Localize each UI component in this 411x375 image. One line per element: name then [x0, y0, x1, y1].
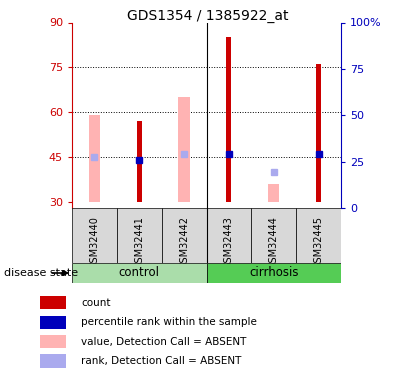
Text: percentile rank within the sample: percentile rank within the sample: [81, 317, 257, 327]
Text: GSM32443: GSM32443: [224, 216, 234, 269]
Bar: [162, 208, 206, 262]
Text: disease state: disease state: [4, 268, 78, 278]
Text: cirrhosis: cirrhosis: [249, 266, 298, 279]
Bar: [117, 208, 162, 262]
Bar: [296, 208, 341, 262]
Text: GSM32445: GSM32445: [314, 216, 324, 269]
Text: rank, Detection Call = ABSENT: rank, Detection Call = ABSENT: [81, 356, 241, 366]
Text: GSM32444: GSM32444: [269, 216, 279, 269]
Bar: [226, 38, 231, 202]
Bar: [206, 262, 341, 283]
Bar: [72, 208, 117, 262]
Text: GSM32442: GSM32442: [179, 216, 189, 269]
Bar: [40, 335, 66, 348]
Bar: [137, 121, 142, 202]
Bar: [40, 315, 66, 329]
Bar: [72, 262, 206, 283]
Bar: [40, 354, 66, 368]
Text: GSM32441: GSM32441: [134, 216, 144, 269]
Bar: [268, 184, 279, 202]
Bar: [178, 98, 190, 202]
Text: value, Detection Call = ABSENT: value, Detection Call = ABSENT: [81, 336, 246, 346]
Bar: [89, 116, 100, 202]
Bar: [252, 208, 296, 262]
Text: control: control: [119, 266, 160, 279]
Text: count: count: [81, 298, 111, 308]
Bar: [40, 296, 66, 309]
Text: GSM32440: GSM32440: [89, 216, 99, 269]
Bar: [206, 208, 252, 262]
Bar: [316, 64, 321, 202]
Text: GDS1354 / 1385922_at: GDS1354 / 1385922_at: [127, 9, 288, 23]
